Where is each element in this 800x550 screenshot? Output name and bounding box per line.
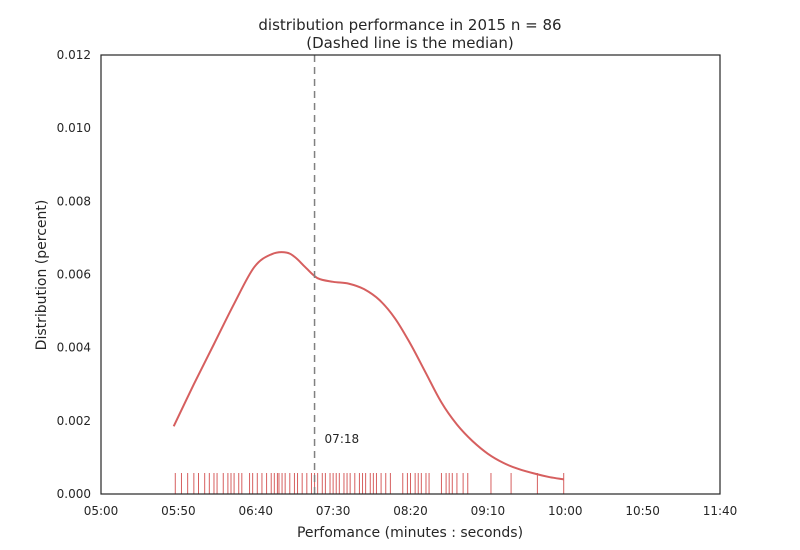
- y-tick-label: 0.000: [57, 487, 91, 501]
- y-tick-label: 0.012: [57, 48, 91, 62]
- median-value-label: 07:18: [325, 432, 360, 446]
- x-tick-label: 05:00: [84, 504, 119, 518]
- x-tick-layer: 05:00 05:50 06:40 07:30 08:20 09:10 10:00 10:50…: [84, 504, 738, 518]
- x-tick-label: 06:40: [238, 504, 273, 518]
- plot-background: [101, 55, 720, 494]
- x-tick-label: 09:10: [471, 504, 506, 518]
- chart-subtitle: (Dashed line is the median): [306, 34, 514, 52]
- x-tick-label: 10:00: [548, 504, 583, 518]
- y-tick-label: 0.006: [57, 268, 91, 282]
- curve-layer: [172, 251, 564, 481]
- x-tick-label: 05:50: [161, 504, 196, 518]
- y-tick-label: 0.002: [57, 414, 91, 428]
- y-tick-label: 0.010: [57, 121, 91, 135]
- density-curve: [172, 251, 564, 481]
- x-tick-label: 11:40: [703, 504, 738, 518]
- x-tick-label: 07:30: [316, 504, 351, 518]
- x-tick-label: 08:20: [393, 504, 428, 518]
- y-tick-layer: 0.000 0.002 0.004 0.006 0.008 0.010 0.012: [57, 48, 91, 501]
- x-axis-label: Perfomance (minutes : seconds): [297, 525, 523, 541]
- plot-frame: [100, 54, 721, 495]
- x-tick-label: 10:50: [625, 504, 660, 518]
- y-tick-label: 0.008: [57, 194, 91, 208]
- rug-layer: [174, 473, 565, 494]
- y-tick-label: 0.004: [57, 341, 91, 355]
- y-axis-label: Distribution (percent): [34, 200, 50, 351]
- chart-title: distribution performance in 2015 n = 86: [258, 16, 561, 34]
